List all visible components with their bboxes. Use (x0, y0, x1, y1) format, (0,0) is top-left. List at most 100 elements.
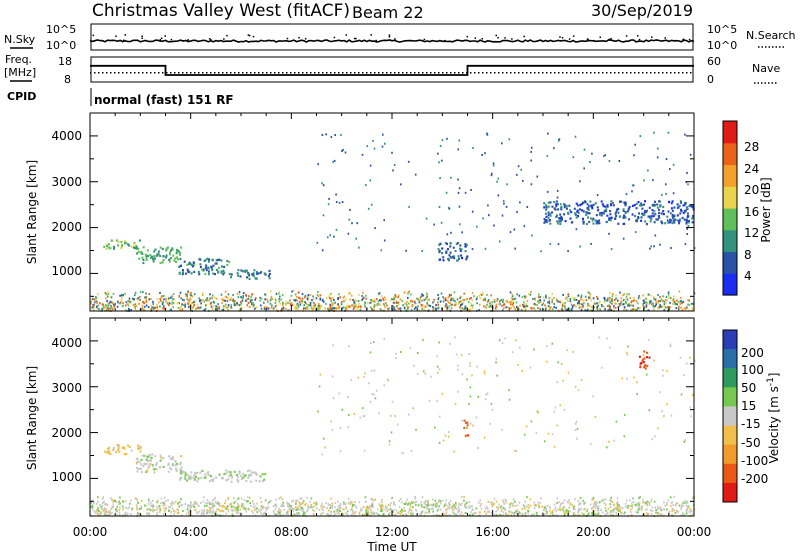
ground-scatter-cell (611, 511, 613, 514)
ground-scatter-cell (522, 303, 524, 306)
speckle-cell (347, 396, 349, 398)
ground-scatter-cell (678, 504, 681, 507)
ground-scatter-cell (344, 306, 346, 309)
ground-scatter-cell (630, 301, 632, 304)
ground-scatter-cell (567, 510, 570, 512)
ground-scatter-cell (511, 300, 514, 303)
ground-scatter-cell (206, 509, 209, 512)
ground-scatter-cell (680, 302, 682, 305)
ground-scatter-cell (224, 303, 227, 306)
echo-cell (345, 305, 348, 308)
speckle-cell (626, 353, 629, 356)
ground-scatter-cell (247, 297, 250, 300)
speckle-cell (669, 168, 671, 171)
ground-scatter-cell (161, 296, 163, 298)
speckle-cell (438, 161, 440, 164)
ground-scatter-cell (161, 307, 164, 310)
echo-cell (680, 208, 683, 211)
ground-scatter-cell (279, 512, 281, 515)
echo-cell (169, 466, 171, 469)
ground-scatter-cell (279, 295, 281, 298)
ground-scatter-cell (213, 498, 216, 501)
speckle-cell (340, 133, 342, 136)
ground-scatter-cell (344, 512, 347, 515)
ground-scatter-cell (448, 507, 451, 510)
ground-scatter-cell (266, 299, 269, 302)
ground-scatter-cell (689, 507, 691, 510)
ground-scatter-cell (217, 501, 219, 504)
ground-scatter-cell (391, 308, 394, 311)
ground-scatter-cell (423, 506, 426, 509)
speckle-cell (506, 183, 508, 186)
ground-scatter-cell (524, 507, 526, 510)
ground-scatter-cell (162, 305, 165, 307)
ground-scatter-cell (518, 294, 521, 297)
ground-scatter-cell (539, 308, 541, 311)
ground-scatter-cell (545, 294, 547, 297)
ground-scatter-cell (278, 510, 280, 513)
ground-scatter-cell (221, 301, 223, 304)
ground-scatter-cell (650, 513, 653, 516)
ground-scatter-cell (204, 505, 206, 508)
ground-scatter-cell (607, 511, 609, 514)
echo-cell (624, 202, 627, 205)
ground-scatter-cell (384, 302, 387, 305)
speckle-cell (357, 376, 360, 379)
ground-scatter-cell (296, 514, 298, 517)
ground-scatter-cell (252, 305, 255, 308)
ground-scatter-cell (566, 509, 568, 512)
ground-scatter-cell (109, 307, 112, 310)
nsky-dot (375, 39, 377, 42)
ground-scatter-cell (517, 308, 520, 311)
ground-scatter-cell (380, 506, 383, 509)
ground-scatter-cell (237, 296, 240, 299)
ground-scatter-cell (433, 298, 435, 301)
ground-scatter-cell (93, 298, 96, 301)
speckle-cell (391, 400, 394, 403)
speckle-cell (496, 180, 498, 183)
speckle-cell (433, 223, 435, 226)
speckle-cell (689, 356, 691, 359)
ground-scatter-cell (223, 305, 226, 308)
speckle-cell (516, 173, 518, 176)
ground-scatter-cell (290, 505, 292, 507)
nsky-dot (345, 34, 347, 36)
echo-cell (230, 276, 232, 279)
echo-cell (456, 259, 459, 262)
ground-scatter-cell (479, 504, 482, 507)
ground-scatter-cell (680, 296, 682, 299)
ground-scatter-cell (237, 497, 240, 500)
echo-cell (575, 202, 578, 205)
ground-scatter-cell (241, 505, 243, 508)
ground-scatter-cell (217, 502, 219, 505)
echo-cell (123, 447, 126, 450)
speckle-cell (574, 428, 577, 431)
nsky-tick-bottom: 10^0 (46, 39, 76, 52)
ground-scatter-cell (168, 506, 170, 509)
ground-scatter-cell (401, 508, 403, 511)
ground-scatter-cell (648, 293, 650, 296)
ground-scatter-cell (177, 302, 180, 305)
ground-scatter-cell (298, 514, 300, 516)
echo-cell (631, 204, 634, 207)
ground-scatter-cell (447, 300, 450, 303)
echo-cell (159, 254, 162, 258)
speckle-cell (600, 366, 603, 369)
speckle-cell (586, 223, 588, 226)
ground-scatter-cell (542, 511, 544, 514)
ground-scatter-cell (636, 308, 638, 311)
ground-scatter-cell (426, 295, 428, 298)
ground-scatter-cell (331, 301, 333, 304)
ground-scatter-cell (107, 307, 109, 310)
ground-scatter-cell (274, 513, 277, 516)
ground-scatter-cell (618, 507, 620, 510)
echo-cell (240, 269, 243, 272)
ground-scatter-cell (333, 510, 335, 513)
speckle-cell (457, 148, 459, 151)
ground-scatter-cell (607, 297, 609, 300)
nsky-dot (593, 39, 595, 42)
power-cbar-swatch (723, 142, 737, 166)
echo-cell (641, 212, 644, 215)
speckle-cell (395, 352, 397, 355)
echo-cell (184, 477, 187, 480)
